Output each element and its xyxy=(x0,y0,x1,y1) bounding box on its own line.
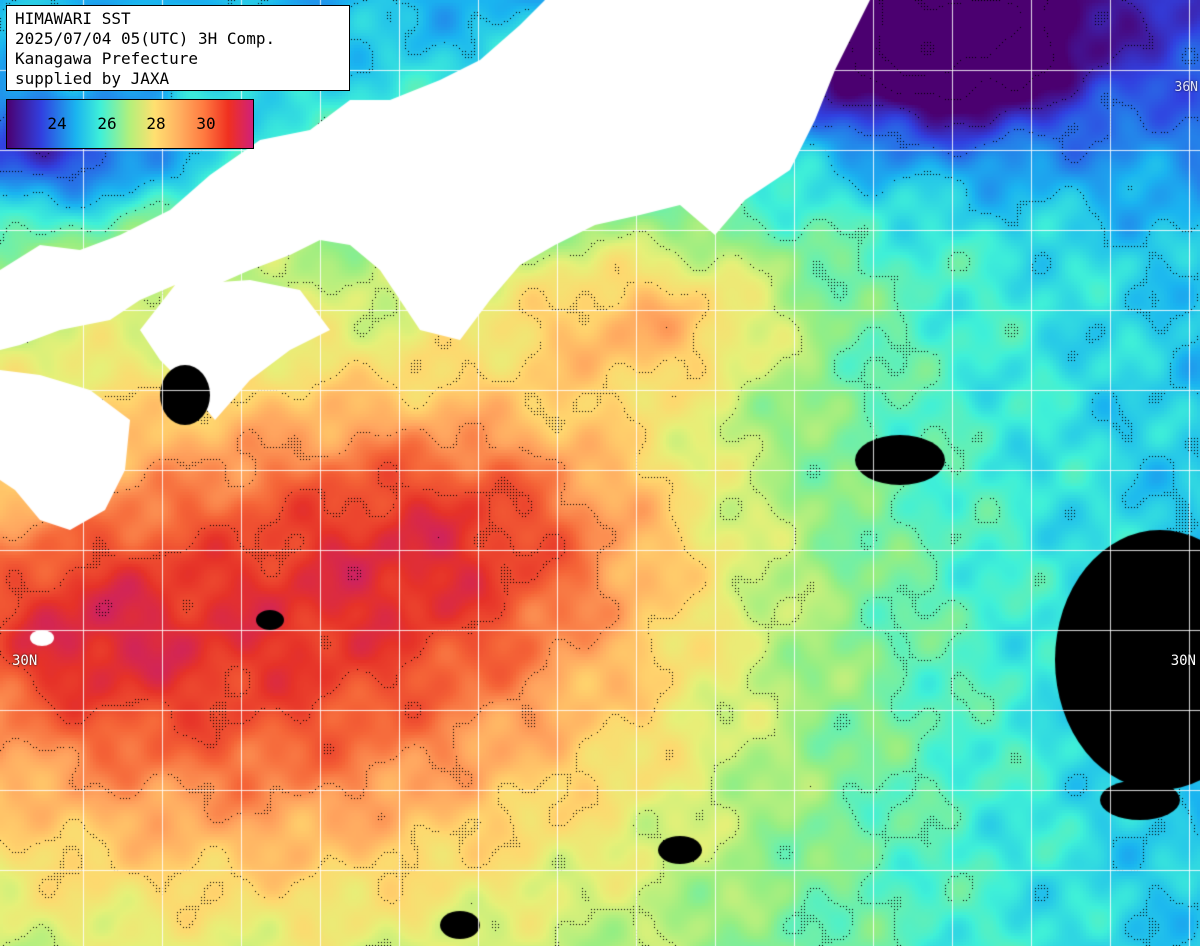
color-scale-legend: 24 26 28 30 xyxy=(6,99,254,149)
legend-label-30: 30 xyxy=(196,114,216,133)
prefecture-line: Kanagawa Prefecture xyxy=(15,49,199,68)
latitude-label-top-right: 36N xyxy=(1174,80,1198,95)
latitude-label-left: 30N xyxy=(12,653,38,669)
legend-label-28: 28 xyxy=(146,114,166,133)
legend-label-26: 26 xyxy=(97,114,117,133)
legend-label-24: 24 xyxy=(47,114,67,133)
latitude-label-right: 30N xyxy=(1170,653,1196,669)
info-box: HIMAWARI SST 2025/07/04 05(UTC) 3H Comp.… xyxy=(6,5,350,91)
title-line: HIMAWARI SST xyxy=(15,9,131,28)
date-line: 2025/07/04 05(UTC) 3H Comp. xyxy=(15,29,276,48)
credit-line: supplied by JAXA xyxy=(15,69,170,88)
